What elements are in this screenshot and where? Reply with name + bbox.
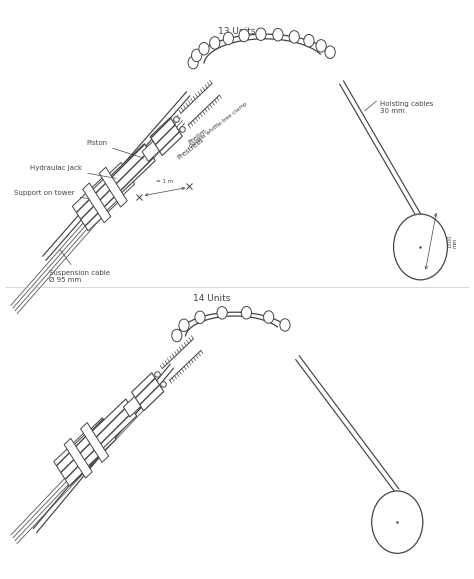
Text: 1500
mm: 1500 mm — [447, 234, 458, 248]
Text: 13 Units: 13 Units — [218, 27, 256, 36]
Text: Hoisting cables
30 mm: Hoisting cables 30 mm — [380, 101, 433, 114]
Polygon shape — [73, 175, 121, 231]
Polygon shape — [124, 391, 146, 417]
Circle shape — [325, 46, 335, 58]
Text: Double whiffle-tree clamp: Double whiffle-tree clamp — [189, 101, 248, 149]
Polygon shape — [81, 423, 109, 463]
Circle shape — [256, 28, 266, 41]
Circle shape — [199, 42, 209, 55]
Text: Prelim: Prelim — [187, 127, 208, 145]
Circle shape — [273, 28, 283, 41]
Text: 14 Units: 14 Units — [193, 294, 230, 302]
Polygon shape — [64, 438, 92, 478]
Circle shape — [188, 56, 198, 69]
Polygon shape — [132, 373, 164, 411]
Circle shape — [223, 32, 234, 45]
Circle shape — [264, 311, 274, 323]
Polygon shape — [150, 118, 182, 156]
Circle shape — [239, 30, 249, 42]
Circle shape — [172, 329, 182, 342]
Text: Piston: Piston — [86, 140, 144, 158]
Text: Suspension cable
Ø 95 mm: Suspension cable Ø 95 mm — [49, 249, 110, 283]
Circle shape — [280, 318, 290, 331]
Text: Hydraulac jack: Hydraulac jack — [30, 164, 116, 178]
Polygon shape — [91, 163, 135, 212]
Circle shape — [372, 491, 423, 554]
Text: Support on tower: Support on tower — [14, 190, 88, 199]
Polygon shape — [73, 418, 116, 467]
Polygon shape — [54, 430, 102, 486]
Polygon shape — [82, 183, 111, 223]
Circle shape — [217, 306, 227, 319]
Circle shape — [289, 31, 300, 43]
Text: ≈ 1 m: ≈ 1 m — [155, 179, 173, 184]
Circle shape — [316, 39, 326, 52]
Circle shape — [393, 214, 447, 280]
Polygon shape — [108, 144, 155, 196]
Polygon shape — [89, 399, 137, 451]
Circle shape — [304, 34, 314, 47]
Polygon shape — [99, 167, 127, 207]
Circle shape — [179, 319, 189, 332]
Text: Prestress: Prestress — [176, 137, 205, 161]
Circle shape — [195, 311, 205, 324]
Circle shape — [210, 36, 220, 49]
Circle shape — [241, 306, 252, 319]
Polygon shape — [142, 136, 165, 162]
Circle shape — [191, 49, 202, 61]
